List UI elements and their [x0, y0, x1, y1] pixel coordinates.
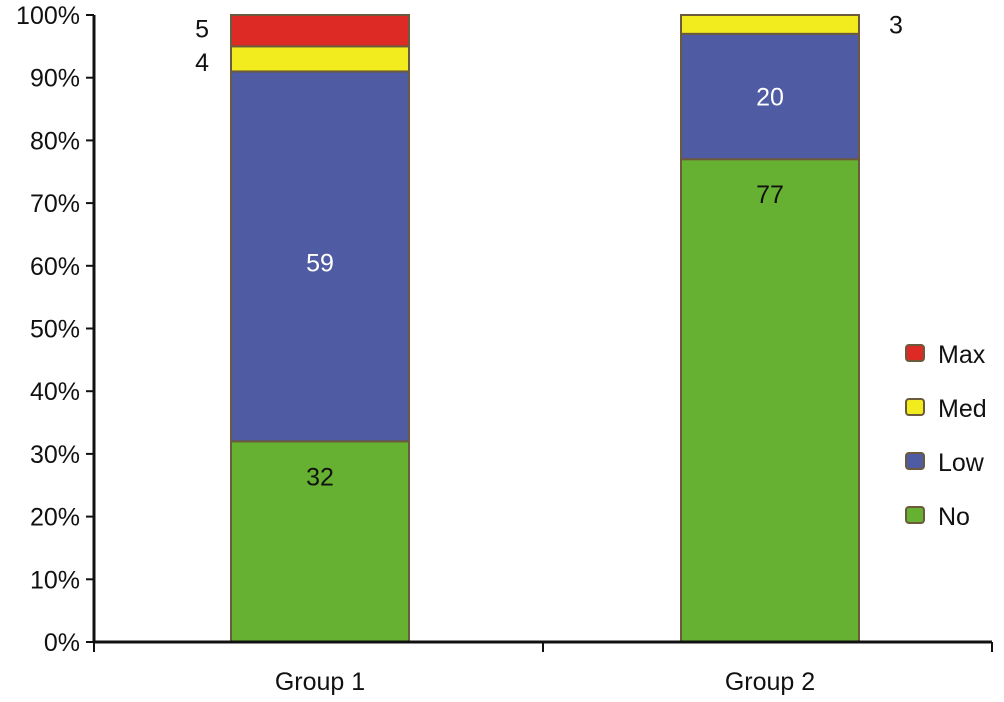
- x-tick-label: Group 2: [725, 668, 815, 696]
- data-label-no-1: 32: [306, 463, 334, 491]
- legend-label-max: Max: [938, 341, 986, 369]
- legend-swatch-no: [905, 506, 925, 524]
- bar-segment-med-2: [680, 14, 860, 35]
- y-tick-label: 100%: [16, 2, 80, 30]
- x-tick-label: Group 1: [275, 668, 365, 696]
- data-label-med-1: 4: [195, 49, 209, 77]
- y-tick-label: 10%: [30, 566, 80, 594]
- data-label-max-1: 5: [195, 16, 209, 44]
- axes-layer: 0% 10% 20% 30% 40% 50% 60% 70% 80% 90% 100% Group 1…: [16, 2, 993, 696]
- y-tick-label: 80%: [30, 127, 80, 155]
- legend-swatch-low: [905, 452, 925, 470]
- y-tick-label: 30%: [30, 441, 80, 469]
- data-label-low-2: 20: [756, 84, 784, 112]
- data-labels-layer: 32 59 4 5 77 20 3: [195, 11, 903, 491]
- bar-segment-no-1: [230, 440, 410, 643]
- legend: Max Med Low No: [905, 341, 987, 531]
- y-tick-label: 0%: [44, 629, 80, 657]
- bar-segment-med-1: [230, 45, 410, 73]
- legend-swatch-max: [905, 344, 925, 362]
- bar-segment-low-1: [230, 70, 410, 443]
- legend-label-low: Low: [938, 449, 985, 477]
- y-tick-label: 70%: [30, 190, 80, 218]
- data-label-med-2: 3: [889, 11, 903, 39]
- y-tick-label: 40%: [30, 378, 80, 406]
- bar-segment-no-2: [680, 158, 860, 644]
- y-tick-label: 90%: [30, 65, 80, 93]
- bar-segment-max-1: [230, 14, 410, 48]
- y-tick-label: 50%: [30, 316, 80, 344]
- data-label-low-1: 59: [306, 249, 334, 277]
- bars-layer: [230, 14, 860, 644]
- legend-swatch-med: [905, 398, 925, 416]
- legend-label-no: No: [938, 503, 970, 531]
- y-tick-label: 60%: [30, 253, 80, 281]
- bar-segment-low-2: [680, 32, 860, 161]
- legend-label-med: Med: [938, 395, 987, 423]
- data-label-no-2: 77: [756, 181, 784, 209]
- y-tick-label: 20%: [30, 504, 80, 532]
